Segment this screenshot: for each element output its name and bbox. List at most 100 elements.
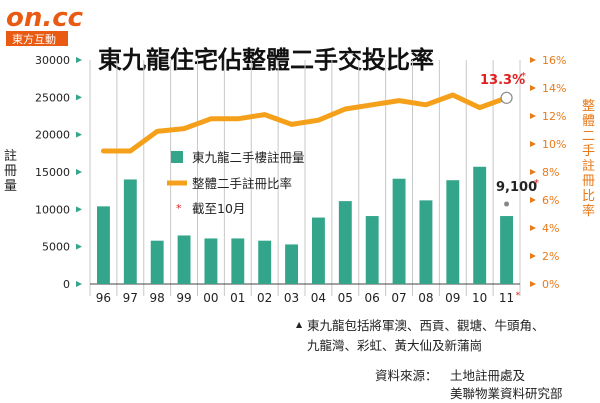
left-tick-marker [76, 57, 82, 63]
right-tick-label: 8% [542, 166, 559, 179]
bar [311, 217, 325, 284]
legend-note-label: 截至10月 [192, 201, 245, 216]
last-rate-mark: * [521, 71, 526, 82]
logo-sub-badge [6, 31, 68, 46]
footnote-line2: 九龍灣、彩虹、黃大仙及新蒲崗 [307, 338, 482, 353]
right-tick-marker [530, 113, 536, 119]
x-tick-label: 10 [472, 291, 487, 305]
rate-line-path [100, 92, 510, 154]
left-tick-marker [76, 243, 82, 250]
left-tick-marker [76, 94, 82, 101]
right-axis-label-char: 率 [582, 203, 595, 219]
source: 資料來源： 土地註冊處及 美聯物業資料研究部 [375, 368, 563, 401]
right-tick-marker [530, 197, 536, 203]
last-volume-label: 9,100 [496, 180, 537, 195]
x-tick-label: 97 [123, 291, 138, 305]
bar [150, 240, 164, 284]
annotations: 13.3% * 9,100 * [480, 71, 539, 195]
x-tick-suffix: * [516, 291, 521, 301]
rate-last-point [500, 91, 513, 104]
right-axis-label-char: 手 [582, 144, 595, 159]
bar [177, 235, 191, 284]
right-axis-label-char: 比 [582, 189, 595, 204]
left-axis: 0 5000 10000 15000 20000 25000 30000 [35, 54, 82, 291]
bar [231, 238, 245, 284]
bar [338, 201, 352, 284]
left-tick-label: 15000 [35, 166, 70, 179]
x-tick-label: 09 [445, 291, 460, 305]
right-axis-label-char: 二 [582, 129, 595, 144]
right-axis-label-char: 註 [582, 159, 595, 174]
right-tick-marker [530, 253, 536, 259]
left-tick-label: 30000 [35, 54, 70, 67]
x-tick-label: 01 [230, 291, 245, 305]
legend-bar-label: 東九龍二手樓註冊量 [192, 150, 305, 165]
x-tick-label: 98 [150, 291, 165, 305]
x-tick-label: 96 [96, 291, 111, 305]
right-tick-label: 14% [542, 82, 566, 95]
right-tick-marker [530, 57, 536, 63]
x-tick-label: 99 [176, 291, 191, 305]
bar [500, 216, 514, 284]
left-tick-label: 25000 [35, 91, 70, 104]
footnote: ▲ 東九龍包括將軍澳、西貢、觀塘、牛頭角、 九龍灣、彩虹、黃大仙及新蒲崗 [296, 318, 545, 353]
left-tick-marker [76, 169, 82, 175]
right-tick-label: 2% [542, 250, 559, 263]
x-tick-label: 05 [338, 291, 353, 305]
right-tick-label: 0% [542, 278, 559, 291]
right-tick-label: 4% [542, 222, 559, 235]
x-tick-label: 00 [203, 291, 218, 305]
right-tick-marker [530, 141, 536, 147]
legend-bar-swatch [171, 151, 183, 163]
bar [96, 206, 110, 284]
left-axis-label-char: 註 [4, 149, 17, 164]
right-tick-marker [530, 225, 536, 231]
footnote-marker: ▲ [296, 320, 303, 329]
left-tick-label: 20000 [35, 129, 70, 142]
left-tick-label: 10000 [35, 203, 70, 216]
rate-line [100, 91, 513, 207]
logo: on.cc 東方互動 [6, 3, 84, 46]
x-tick-label: 03 [284, 291, 299, 305]
x-tick-label: 11 [499, 291, 514, 305]
right-tick-marker [530, 281, 536, 287]
left-axis-label: 註冊量 [4, 149, 17, 194]
right-tick-label: 12% [542, 110, 566, 123]
bar [123, 179, 137, 284]
logo-sub: 東方互動 [12, 32, 56, 46]
left-tick-marker [76, 131, 82, 138]
right-axis: 0% 2% 4% 6% 8% 10% 12% 14% 16% [530, 54, 566, 291]
right-axis-label-char: 冊 [582, 174, 595, 189]
right-tick-label: 6% [542, 194, 559, 207]
bar [204, 238, 218, 284]
x-tick-label: 08 [418, 291, 433, 305]
x-tick-label: 06 [365, 291, 380, 305]
bar [446, 180, 460, 284]
last-rate-label: 13.3% [480, 73, 525, 88]
left-axis-label-char: 冊 [4, 164, 17, 179]
legend: 東九龍二手樓註冊量 整體二手註冊比率 * 截至10月 [167, 150, 305, 216]
left-axis-label-char: 量 [4, 179, 17, 194]
right-tick-label: 16% [542, 54, 566, 67]
bar [419, 200, 433, 284]
legend-note-mark: * [176, 202, 182, 215]
bars [96, 166, 514, 284]
bar [365, 216, 379, 284]
legend-line-label: 整體二手註冊比率 [192, 176, 292, 191]
bar [473, 166, 487, 284]
source-line2: 美聯物業資料研究部 [450, 386, 563, 401]
left-tick-marker [76, 281, 82, 287]
right-axis-label-char: 整 [582, 99, 595, 114]
grid [89, 60, 521, 296]
footnote-line1: 東九龍包括將軍澳、西貢、觀塘、牛頭角、 [307, 318, 545, 333]
left-tick-marker [76, 206, 82, 213]
x-tick-label: 04 [311, 291, 326, 305]
bar [258, 240, 272, 284]
source-line1: 土地註冊處及 [450, 368, 526, 383]
left-tick-label: 5000 [42, 241, 70, 254]
right-tick-marker [530, 85, 536, 91]
right-tick-marker [530, 169, 536, 175]
x-axis: 96 97 98 99 00 01 02 03 04 05 06 07 08 09 10 11 * [96, 291, 521, 305]
right-tick-label: 10% [542, 138, 566, 151]
